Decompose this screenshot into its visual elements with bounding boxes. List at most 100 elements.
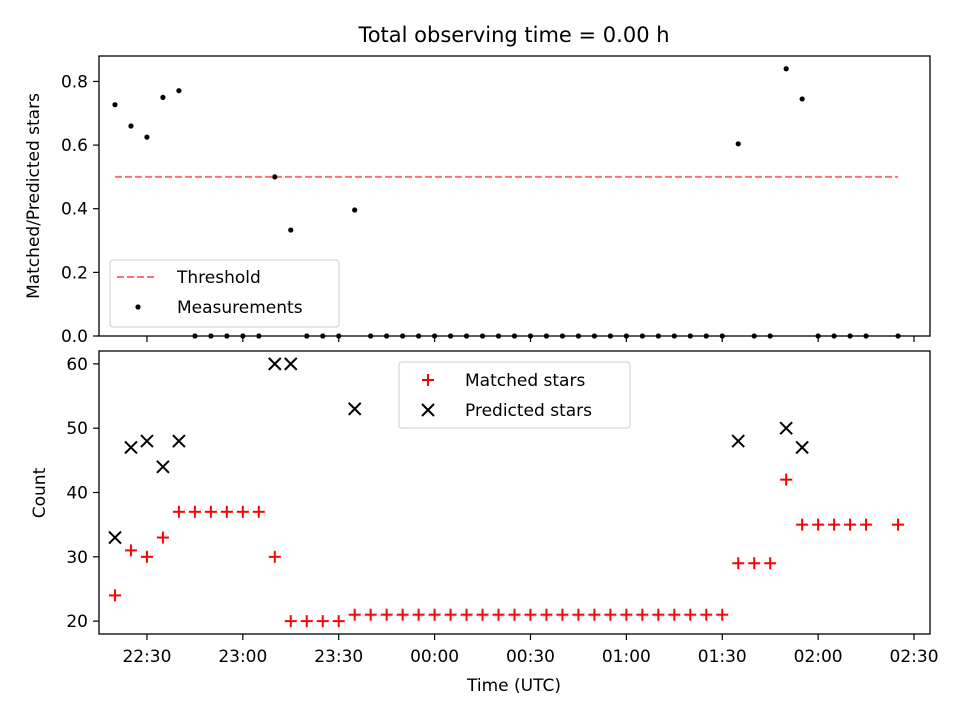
matched-stars-point <box>108 589 121 602</box>
matched-stars-point <box>892 518 905 531</box>
matched-stars-point <box>124 544 137 557</box>
matched-stars-point <box>252 505 265 518</box>
matched-stars-point <box>828 518 841 531</box>
bottom-legend-box <box>398 361 631 429</box>
predicted-stars-point <box>172 434 186 448</box>
measurement-point <box>735 141 741 147</box>
threshold-legend-label: Threshold <box>176 268 261 288</box>
top-plot-frame <box>98 55 931 337</box>
matched-stars-point <box>844 518 857 531</box>
predicted-stars-point <box>731 434 745 448</box>
matched-stars-point <box>300 615 313 628</box>
matched-stars-point <box>172 505 185 518</box>
matched-stars-point <box>268 550 281 563</box>
matched-stars-point <box>476 608 489 621</box>
top-y-axis-label: Matched/Predicted stars <box>24 93 44 299</box>
matched-stars-point <box>668 608 681 621</box>
predicted-stars-point <box>140 434 154 448</box>
predicted-stars-point <box>284 357 298 371</box>
matched-stars-point <box>428 608 441 621</box>
matched-stars-point <box>396 608 409 621</box>
predicted-stars-point <box>779 421 793 435</box>
matched-stars-point <box>556 608 569 621</box>
matched-stars-point <box>716 608 729 621</box>
matched-stars-point <box>812 518 825 531</box>
bottom-y-tick-label: 60 <box>66 355 88 375</box>
x-tick-label: 01:00 <box>602 647 651 667</box>
matched-stars-point <box>508 608 521 621</box>
measurements-legend-label: Measurements <box>177 298 303 318</box>
measurement-point <box>160 94 166 100</box>
predicted-stars-point <box>347 402 362 416</box>
matched-stars-point <box>380 608 393 621</box>
bottom-plot-marks <box>108 357 905 628</box>
measurement-point <box>112 102 118 108</box>
predicted-stars-legend-swatch <box>421 403 435 417</box>
x-tick-label: 00:30 <box>506 647 555 667</box>
measurement-point <box>288 227 294 233</box>
bottom-plot: 20 30 40 50 60 22:30 23:00 23:30 00:00 00:30 01:0… <box>30 350 939 696</box>
matched-stars-point <box>796 518 809 531</box>
top-y-tick-label: 0.4 <box>61 200 88 220</box>
matched-stars-point <box>700 608 713 621</box>
bottom-x-axis: 22:30 23:00 23:30 00:00 00:30 01:00 01:30 02:00… <box>122 634 939 667</box>
top-y-tick-label: 0.0 <box>61 327 88 347</box>
matched-stars-legend-swatch <box>422 374 434 386</box>
predicted-stars-point <box>268 357 282 371</box>
matched-stars-point <box>492 608 505 621</box>
measurement-point <box>352 207 358 213</box>
x-tick-label: 02:30 <box>890 647 939 667</box>
measurements-legend-swatch <box>135 304 141 310</box>
matched-stars-point <box>156 531 169 544</box>
matched-stars-point <box>364 608 377 621</box>
top-y-axis: 0.0 0.2 0.4 0.6 0.8 <box>61 72 99 347</box>
predicted-stars-point <box>108 530 122 545</box>
chart-title: Total observing time = 0.00 h <box>357 23 669 47</box>
x-tick-label: 00:00 <box>410 647 459 667</box>
matched-stars-point <box>732 557 745 570</box>
bottom-y-tick-label: 30 <box>66 548 88 568</box>
matched-stars-point <box>540 608 553 621</box>
bottom-y-tick-label: 40 <box>66 484 88 504</box>
predicted-stars-point <box>795 440 809 455</box>
x-tick-label: 23:30 <box>314 647 363 667</box>
matched-stars-point <box>412 608 425 621</box>
matched-stars-point <box>348 608 361 621</box>
matched-stars-point <box>764 557 777 570</box>
bottom-y-axis: 20 30 40 50 60 <box>66 355 99 632</box>
measurement-point <box>144 134 150 140</box>
matched-stars-point <box>444 608 457 621</box>
matched-stars-point <box>140 550 153 563</box>
measurement-point <box>272 174 278 180</box>
matched-stars-point <box>460 608 473 621</box>
x-tick-label: 02:00 <box>794 647 843 667</box>
matched-stars-point <box>188 505 201 518</box>
matched-stars-point <box>316 615 329 628</box>
matched-stars-point <box>780 473 793 486</box>
matched-stars-point <box>332 615 345 628</box>
bottom-legend: Matched stars Predicted stars <box>398 361 631 429</box>
matched-stars-legend-label: Matched stars <box>465 371 585 391</box>
top-plot: 0.00.20.40.60.8 Matched/Predicted stars … <box>24 55 931 347</box>
bottom-y-axis-label: Count <box>30 467 50 518</box>
matched-stars-point <box>572 608 585 621</box>
top-x-axis <box>146 336 915 342</box>
top-legend: Threshold Measurements <box>109 259 340 328</box>
matched-stars-point <box>652 608 665 621</box>
top-legend-box <box>109 259 340 328</box>
matched-stars-point <box>236 505 249 518</box>
matched-stars-point <box>588 608 601 621</box>
bottom-y-tick-label: 50 <box>66 419 88 439</box>
predicted-stars-legend-label: Predicted stars <box>465 401 592 421</box>
matched-stars-point <box>204 505 217 518</box>
x-tick-label: 01:30 <box>698 647 747 667</box>
predicted-stars-point <box>156 460 170 474</box>
top-y-tick-label: 0.2 <box>61 263 88 283</box>
matched-stars-point <box>748 557 761 570</box>
matched-stars-point <box>860 518 873 531</box>
matched-stars-point <box>524 608 537 621</box>
measurement-point <box>176 88 182 94</box>
matched-stars-point <box>284 615 297 628</box>
x-tick-label: 23:00 <box>218 647 267 667</box>
